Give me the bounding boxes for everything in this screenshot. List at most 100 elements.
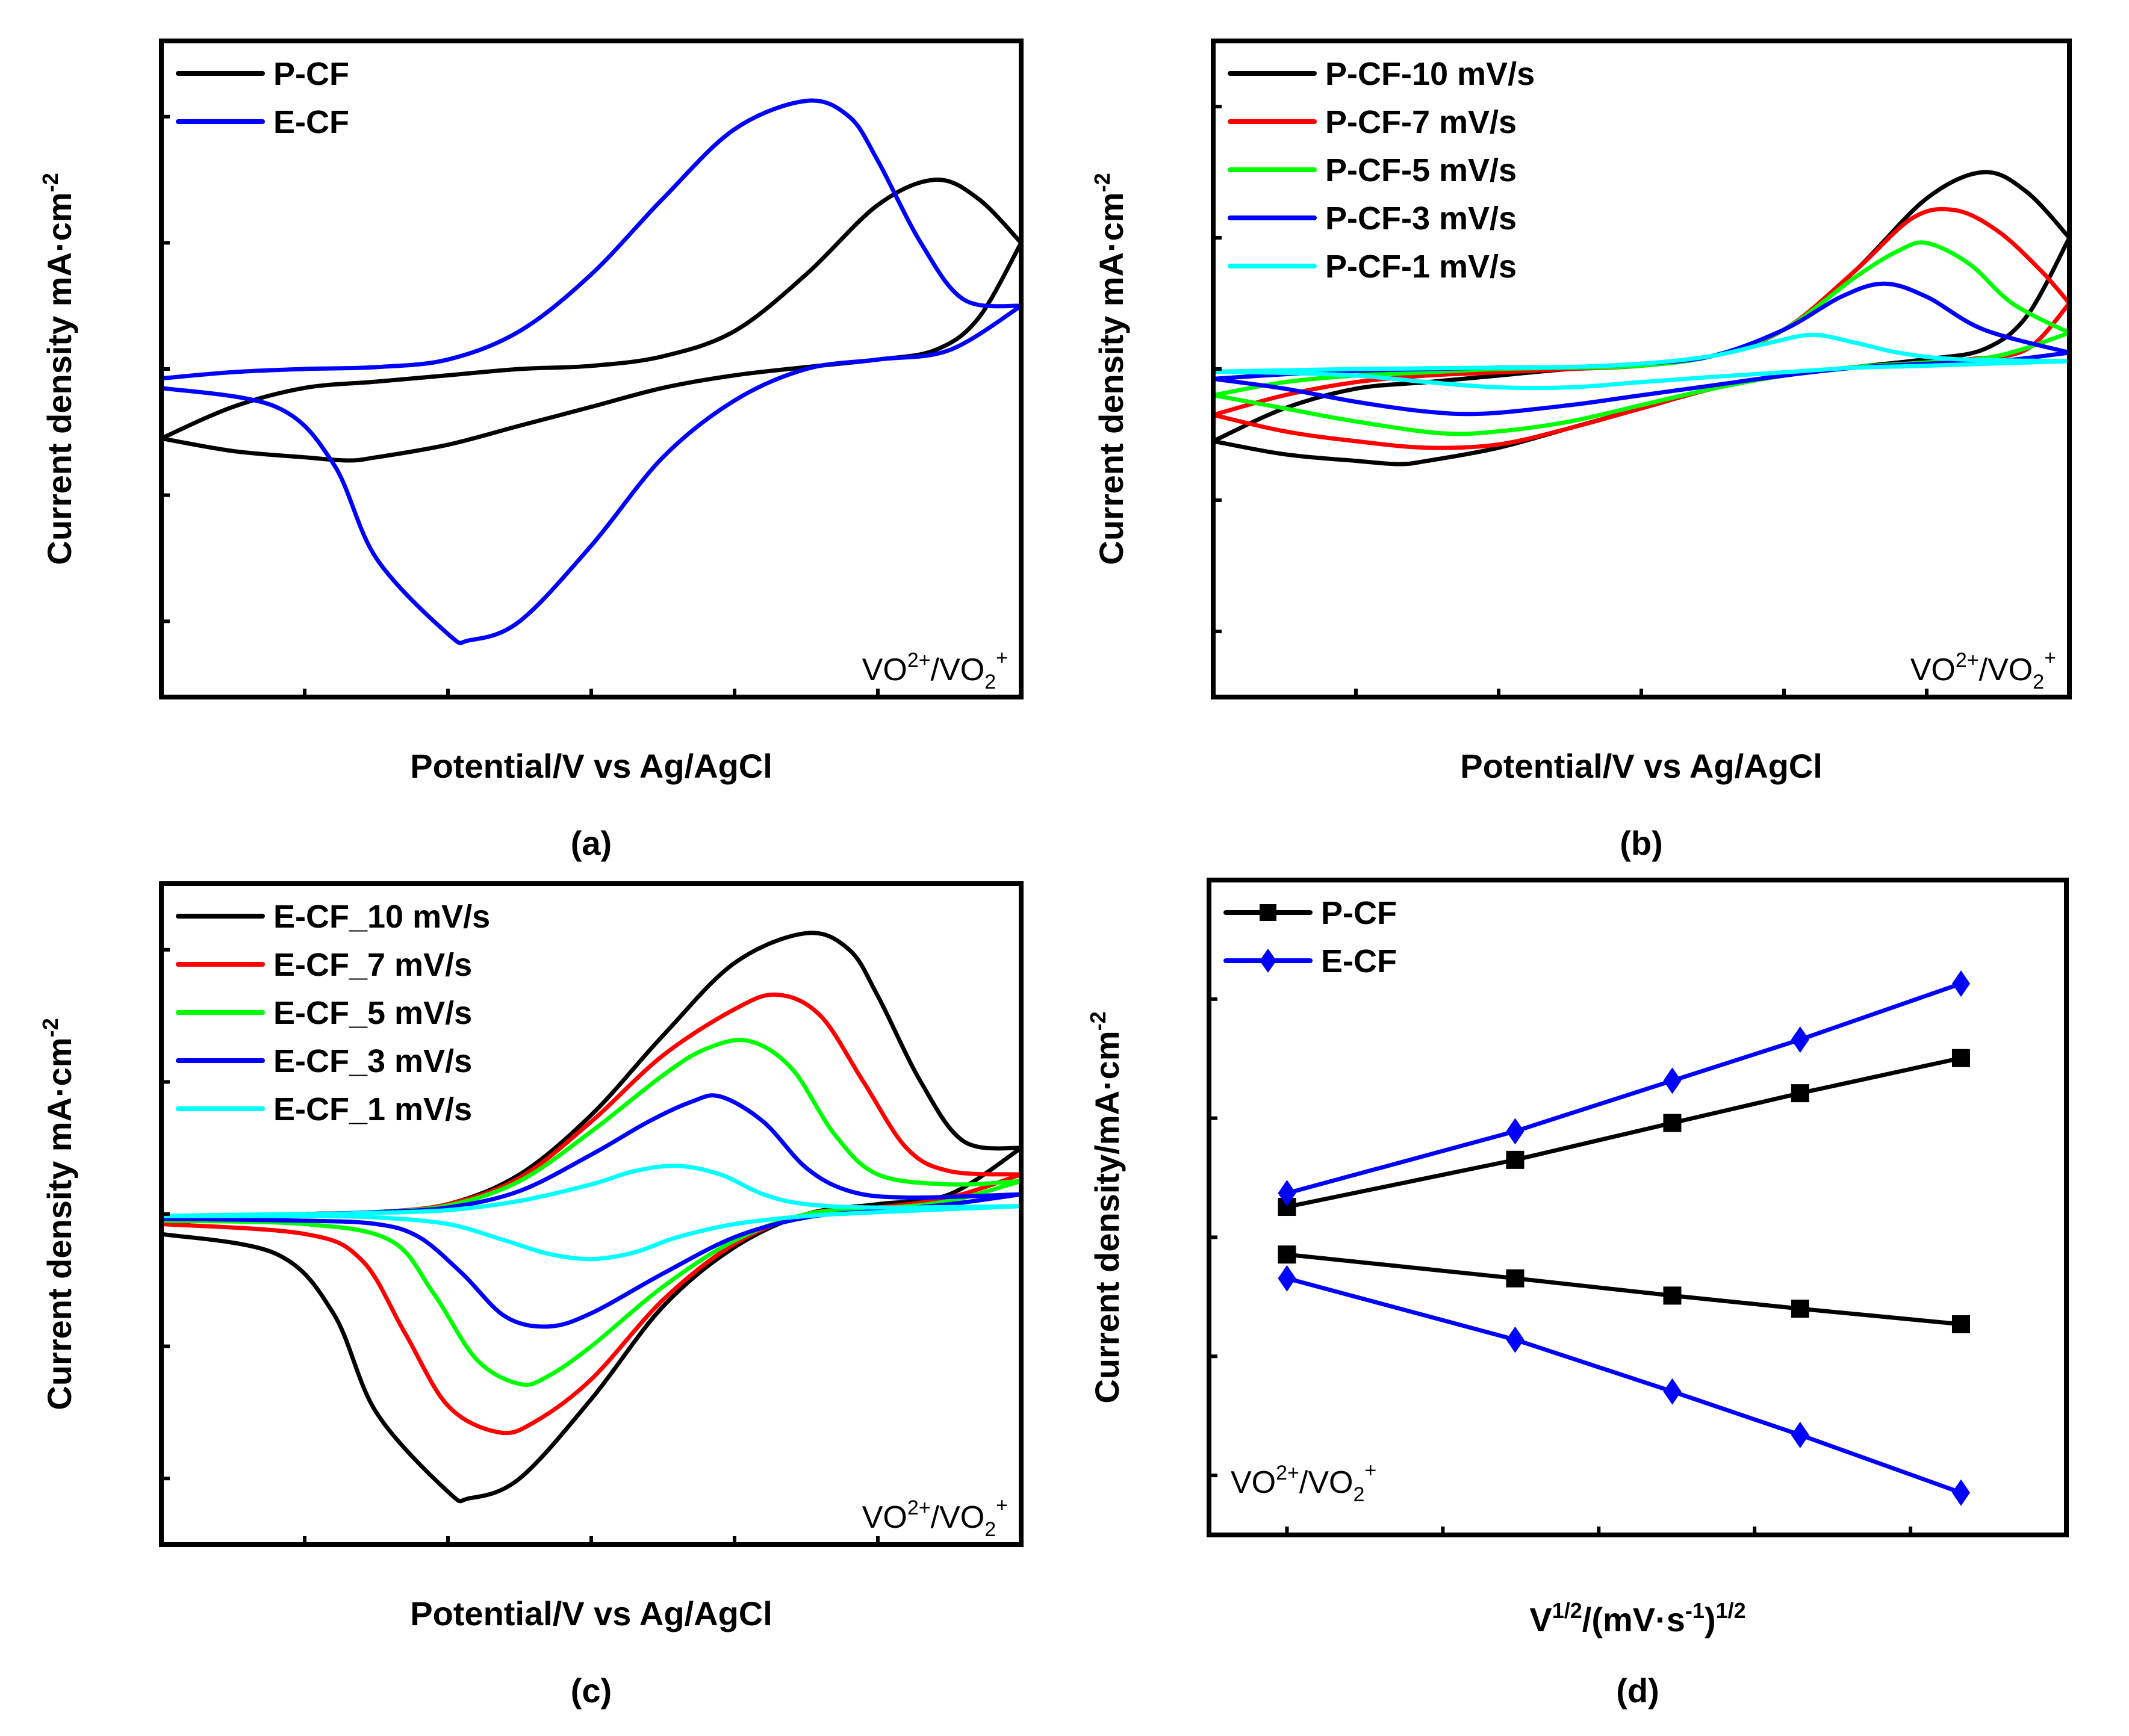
annot-sup: + (2044, 646, 2056, 669)
annot-sup: 2+ (1956, 649, 1979, 672)
legend-label: E-CF_7 mV/s (273, 947, 472, 983)
y-axis-title: Current density/mA·cm-2 (1086, 1011, 1126, 1403)
data-point-p-cf-cathodic-0 (1278, 1245, 1296, 1264)
legend-label: P-CF-10 mV/s (1325, 56, 1535, 92)
legend-label: P-CF (1321, 895, 1397, 931)
data-point-p-cf-anodic-1 (1506, 1150, 1524, 1169)
data-point-e-cf-anodic-3 (1791, 1026, 1809, 1053)
legend-label: P-CF-1 mV/s (1325, 249, 1517, 285)
redox-couple-annotation: VO2+/VO2+ (862, 1494, 1008, 1541)
series-curve-1-cathodic (161, 303, 1021, 645)
annot-sub: 2 (984, 671, 996, 693)
data-point-e-cf-anodic-2 (1663, 1067, 1682, 1094)
legend-label: E-CF_1 mV/s (273, 1091, 472, 1127)
x-axis-title-part: ) (1705, 1601, 1716, 1638)
data-point-p-cf-anodic-4 (1951, 1049, 1970, 1067)
legend-label: P-CF-5 mV/s (1325, 152, 1517, 188)
y-axis-title-sup: -2 (1086, 1011, 1110, 1031)
annot-sup: 2+ (907, 649, 931, 672)
legend-label: E-CF_5 mV/s (273, 995, 472, 1031)
legend-marker-square (1260, 904, 1276, 921)
panel-label: (a) (571, 824, 612, 862)
chart-panel-a: Potential/V vs Ag/AgCl Current density mA… (38, 39, 1024, 862)
data-point-p-cf-anodic-3 (1791, 1084, 1809, 1103)
data-point-p-cf-cathodic-1 (1506, 1269, 1524, 1288)
series-curve-4-anodic (161, 1164, 1021, 1218)
panel-label: (b) (1620, 824, 1663, 862)
annot-sub: 2 (2033, 671, 2044, 693)
annot-sup: 2+ (1276, 1462, 1299, 1484)
panel-label: (c) (571, 1672, 612, 1710)
x-axis-title-sup: -1 (1685, 1598, 1705, 1623)
annot-part: VO (1231, 1465, 1276, 1500)
y-axis-title: Current density mA·cm-2 (38, 173, 78, 565)
annot-part: VO (862, 1500, 907, 1535)
legend-label: P-CF-3 mV/s (1325, 200, 1517, 237)
annot-part: /VO (1979, 653, 2033, 687)
series-line-p-cf-cathodic (1287, 1252, 1962, 1327)
data-point-e-cf-cathodic-0 (1278, 1265, 1296, 1292)
data-point-e-cf-anodic-1 (1506, 1118, 1524, 1145)
legend-marker-diamond (1260, 949, 1276, 973)
annot-sub: 2 (1353, 1483, 1364, 1506)
annot-sup: + (1364, 1459, 1376, 1482)
data-point-e-cf-cathodic-2 (1663, 1378, 1682, 1405)
redox-couple-annotation: VO2+/VO2+ (1910, 646, 2056, 693)
annot-sub: 2 (984, 1518, 996, 1541)
series-curve-0-anodic (161, 178, 1021, 441)
y-axis-title-main: Current density/mA·cm (1088, 1031, 1126, 1403)
annot-part: VO (862, 653, 907, 687)
chart-panel-b: Potential/V vs Ag/AgCl Current density mA… (1090, 39, 2072, 862)
data-point-e-cf-cathodic-1 (1506, 1326, 1524, 1353)
series-line-e-cf-anodic (1286, 981, 1962, 1195)
legend-label: P-CF-7 mV/s (1325, 104, 1517, 140)
y-axis-title: Current density mA·cm-2 (1090, 173, 1130, 565)
y-axis-title-sup: -2 (1090, 173, 1114, 192)
data-point-e-cf-cathodic-3 (1791, 1421, 1809, 1448)
annot-part: /VO (931, 653, 985, 687)
annot-sup: 2+ (907, 1496, 931, 1519)
chart-panel-c: Potential/V vs Ag/AgCl Current density mA… (38, 881, 1024, 1710)
x-axis-title-sup: 1/2 (1552, 1598, 1582, 1623)
x-axis-title-part: /(mV·s (1582, 1601, 1685, 1638)
y-axis-title-sup: -2 (38, 173, 63, 192)
legend-label: E-CF (1321, 943, 1397, 979)
data-point-p-cf-cathodic-4 (1951, 1315, 1970, 1333)
series-line-p-cf-anodic (1286, 1056, 1962, 1209)
annot-part: /VO (931, 1500, 985, 1535)
series-curve-0-cathodic (161, 1145, 1021, 1504)
annot-sup: + (996, 1494, 1008, 1517)
x-axis-title: V1/2/(mV·s-1)1/2 (1529, 1598, 1745, 1638)
legend-label: P-CF (273, 56, 349, 92)
y-axis-title: Current density mA·cm-2 (38, 1018, 78, 1410)
legend-label: E-CF_3 mV/s (273, 1043, 472, 1079)
y-axis-title-sup: -2 (38, 1018, 63, 1037)
plot-area (161, 931, 1021, 1504)
x-axis-title: Potential/V vs Ag/AgCl (410, 747, 772, 785)
data-point-e-cf-anodic-4 (1951, 970, 1970, 997)
legend-label: E-CF_10 mV/s (273, 899, 490, 935)
data-point-e-cf-cathodic-4 (1951, 1479, 1970, 1506)
x-axis-title: Potential/V vs Ag/AgCl (410, 1595, 772, 1632)
series-line-e-cf-cathodic (1286, 1276, 1962, 1495)
panel-label: (d) (1616, 1672, 1659, 1710)
series-curve-0-cathodic (161, 240, 1021, 463)
annot-sup: + (996, 646, 1008, 669)
plot-area (1278, 970, 1970, 1506)
x-axis-title-part: V (1529, 1601, 1552, 1638)
x-axis-title-sup: 1/2 (1716, 1598, 1746, 1623)
data-point-p-cf-cathodic-2 (1663, 1286, 1682, 1305)
y-axis-title-main: Current density mA·cm (40, 192, 78, 565)
series-curve-1-anodic (161, 98, 1021, 381)
data-point-e-cf-anodic-0 (1278, 1180, 1296, 1207)
y-axis-title-main: Current density mA·cm (1092, 192, 1130, 565)
series-curve-4-cathodic (1213, 359, 2069, 391)
plot-area (1213, 170, 2069, 467)
legend-label: E-CF (273, 104, 349, 140)
series-curve-4-anodic (1213, 332, 2069, 374)
annot-part: /VO (1299, 1465, 1354, 1500)
annot-part: VO (1910, 653, 1956, 687)
redox-couple-annotation: VO2+/VO2+ (1231, 1459, 1376, 1506)
